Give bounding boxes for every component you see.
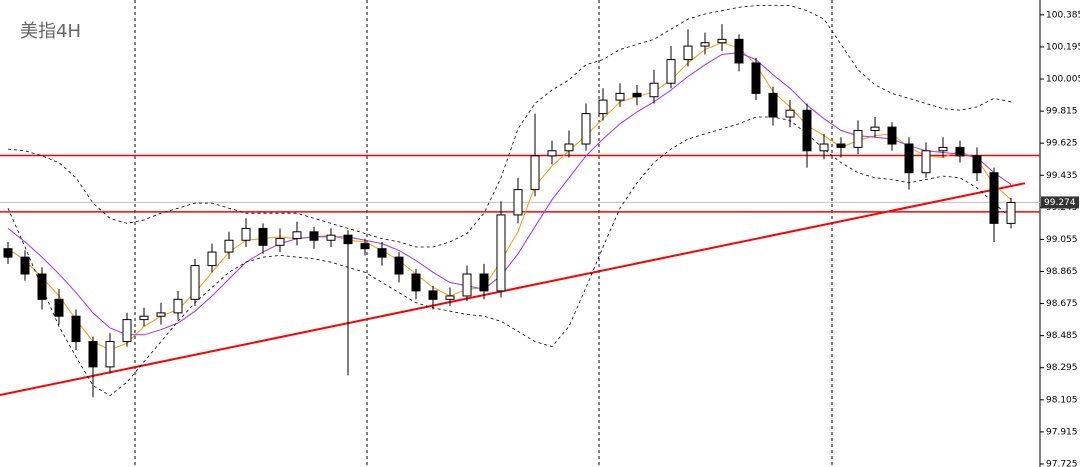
band-line xyxy=(7,5,1012,248)
candle-body xyxy=(241,227,251,241)
candle-body xyxy=(20,256,30,275)
y-tick-label: 97.915 xyxy=(1046,427,1078,437)
y-tick-label: 100.005 xyxy=(1046,75,1080,85)
candle-body xyxy=(955,146,965,157)
y-tick-label: 100.385 xyxy=(1046,10,1080,20)
y-tick-label: 98.295 xyxy=(1046,363,1078,373)
candle-body xyxy=(258,227,268,246)
candle-body xyxy=(921,150,931,174)
candle-body xyxy=(479,273,489,292)
candle-body xyxy=(598,99,608,115)
candle-body xyxy=(564,143,574,152)
candle-body xyxy=(496,214,506,292)
candle-body xyxy=(870,126,880,132)
candle-body xyxy=(836,143,846,148)
candle-body xyxy=(530,155,540,191)
candle-body xyxy=(785,109,795,118)
y-tick-label: 99.435 xyxy=(1046,171,1078,181)
candle-body xyxy=(462,273,472,297)
candle-body xyxy=(139,315,149,321)
candle-body xyxy=(105,341,115,368)
y-tick-label: 100.195 xyxy=(1046,42,1080,52)
candle-body xyxy=(666,59,676,84)
y-tick-label: 98.485 xyxy=(1046,331,1078,341)
y-tick-label: 99.625 xyxy=(1046,139,1078,149)
candle-body xyxy=(513,189,523,216)
candle-body xyxy=(190,265,200,300)
last-price-label: 99.274 xyxy=(1044,198,1076,208)
candle-body xyxy=(445,295,455,300)
candle-body xyxy=(751,62,761,94)
candle-body xyxy=(156,312,166,317)
candle-body xyxy=(207,251,217,267)
candle-body xyxy=(173,298,183,314)
candle-body xyxy=(717,38,727,44)
candle-body xyxy=(394,256,404,275)
candle-body xyxy=(37,273,47,300)
candle-body xyxy=(122,319,132,343)
y-tick-label: 98.675 xyxy=(1046,299,1078,309)
candle-body xyxy=(3,248,13,258)
candle-body xyxy=(904,143,914,174)
y-tick-label: 98.105 xyxy=(1046,395,1078,405)
candle-body xyxy=(360,243,370,250)
candle-body xyxy=(224,239,234,253)
candle-body xyxy=(275,238,285,246)
y-tick-label: 97.725 xyxy=(1046,459,1078,467)
candle-body xyxy=(292,231,302,240)
trendline xyxy=(0,182,1026,397)
candle-body xyxy=(54,298,64,317)
candle-body xyxy=(343,234,353,245)
candle-body xyxy=(802,109,812,152)
candle-body xyxy=(853,130,863,148)
candle-body xyxy=(411,273,421,292)
candle-body xyxy=(734,38,744,64)
candle-body xyxy=(972,155,982,174)
candle-body xyxy=(326,234,336,241)
time-separators xyxy=(134,0,833,467)
candle-body xyxy=(377,248,387,258)
y-tick-label: 98.865 xyxy=(1046,267,1078,277)
candle-body xyxy=(428,290,438,300)
candle-body xyxy=(615,92,625,101)
candle-body xyxy=(309,231,319,241)
candle-body xyxy=(581,113,591,145)
candle-body xyxy=(1006,201,1016,224)
candle-body xyxy=(768,92,778,118)
candle-body xyxy=(938,146,948,152)
candle-body xyxy=(547,150,557,157)
band-line xyxy=(7,116,1012,397)
moving-average xyxy=(7,42,1012,351)
candle-body xyxy=(649,82,659,98)
candle-body xyxy=(989,172,999,224)
candle-body xyxy=(700,42,710,47)
candle-body xyxy=(819,143,829,152)
candle-body xyxy=(632,92,642,98)
y-tick-label: 99.055 xyxy=(1046,235,1078,245)
last-price-box xyxy=(1041,196,1079,209)
candle-body xyxy=(88,341,98,368)
candle-body xyxy=(683,45,693,61)
chart-title: 美指4H xyxy=(20,21,81,42)
candle-body xyxy=(71,315,81,343)
moving-average xyxy=(7,52,1012,336)
candle-body xyxy=(887,126,897,145)
y-tick-label: 99.815 xyxy=(1046,107,1078,117)
